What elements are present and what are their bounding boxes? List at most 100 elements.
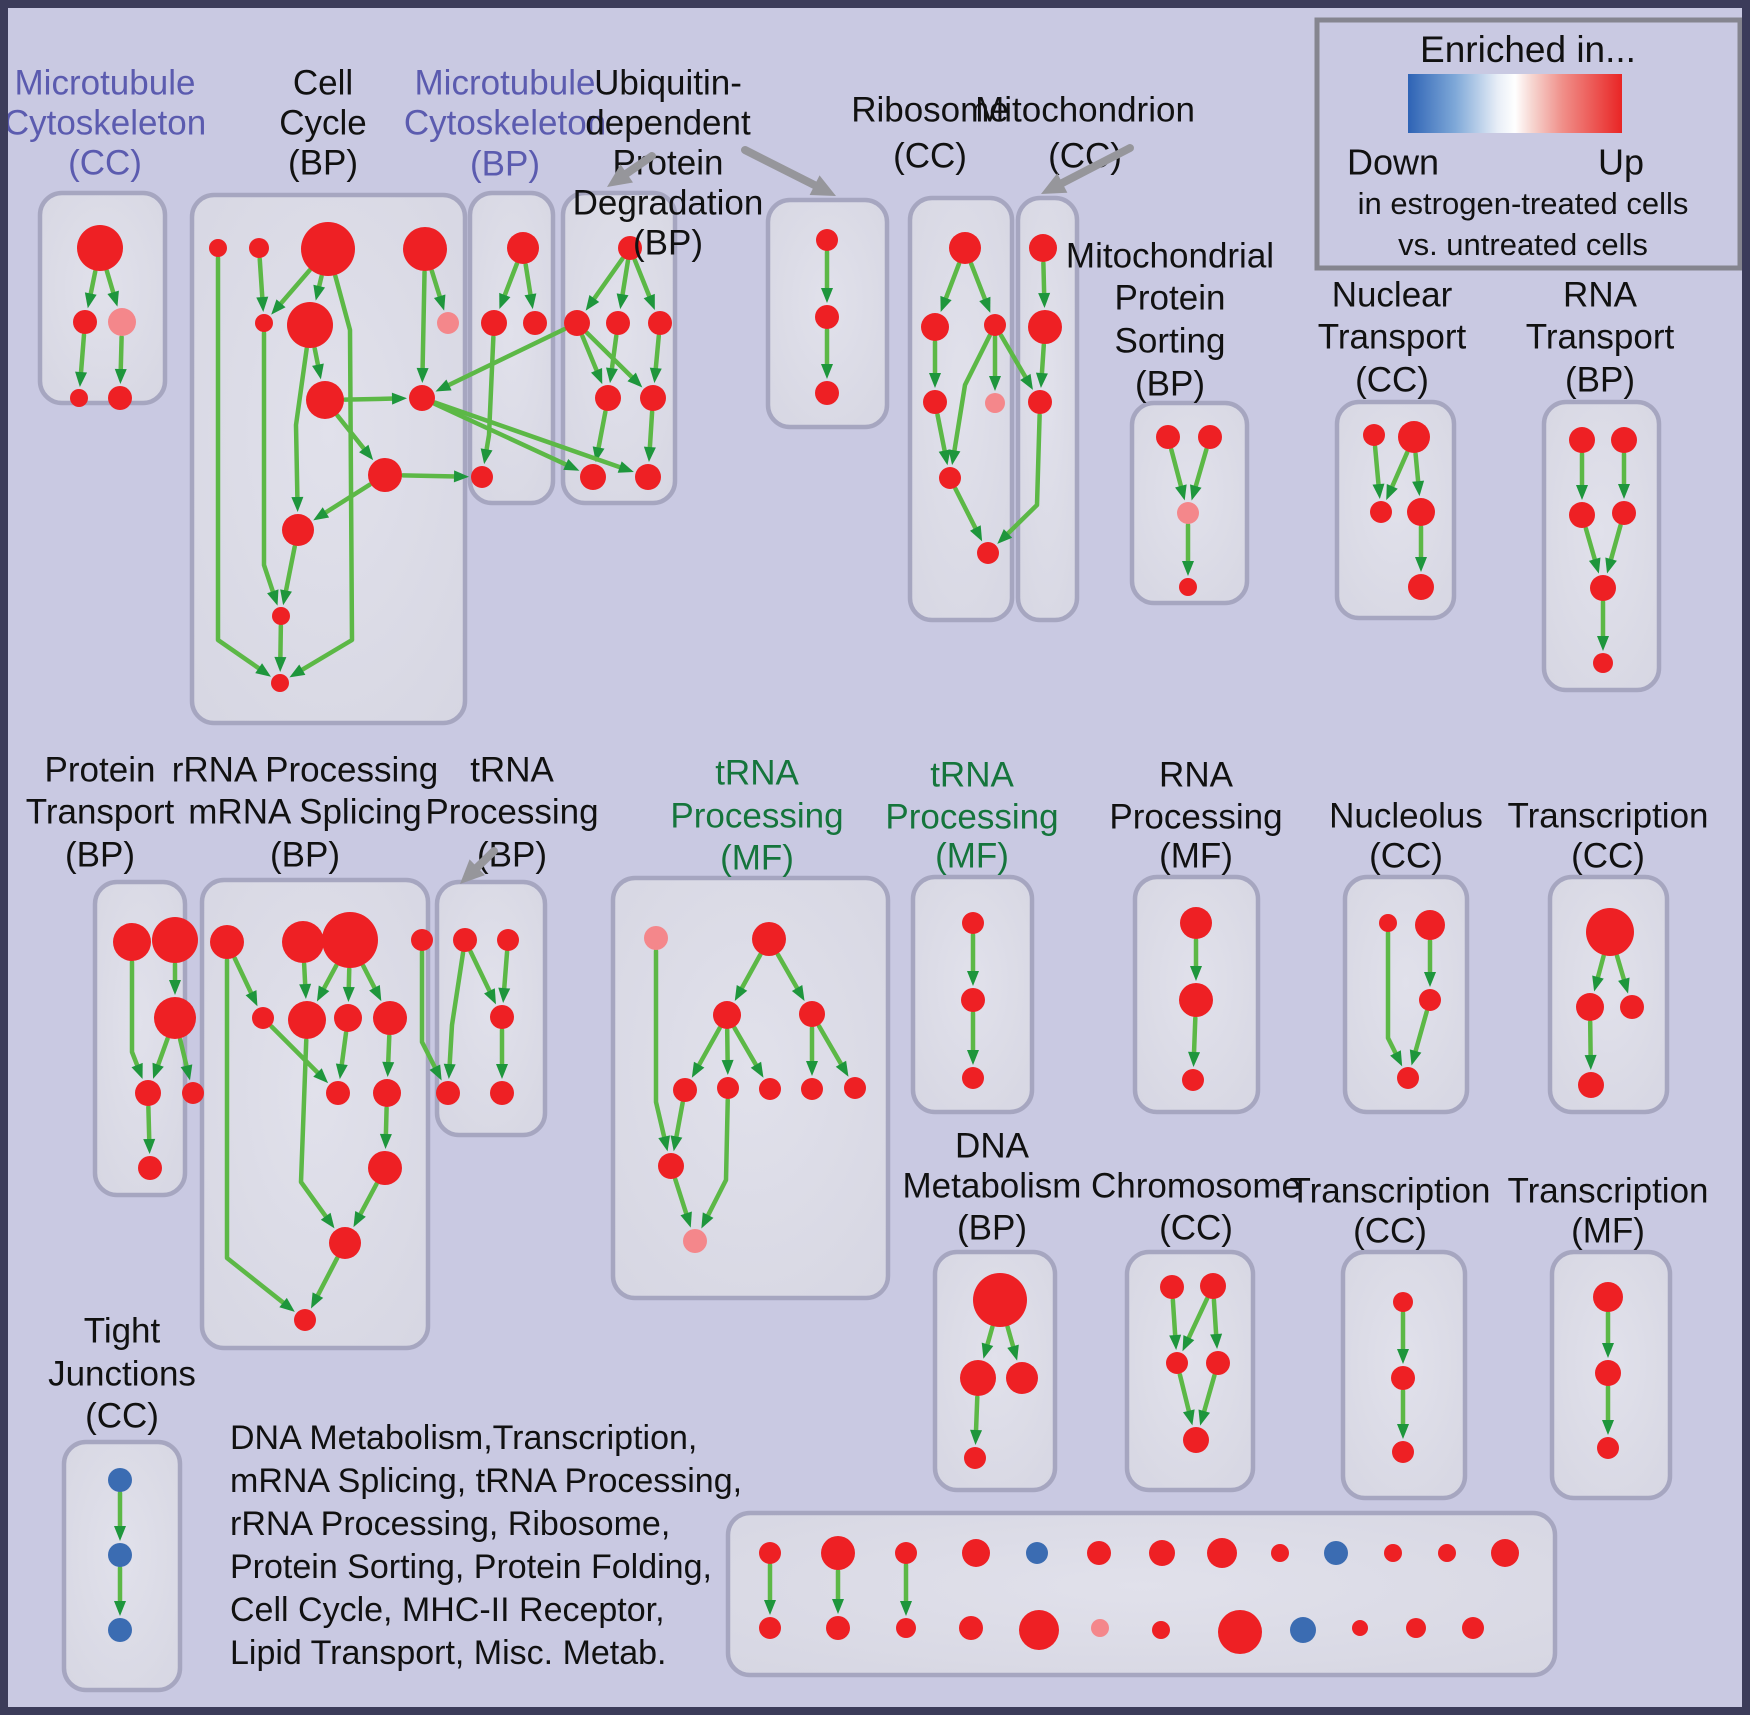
edge-line-nt0-nt2 [1372,444,1381,490]
edge-line-q2-q7 [360,963,379,993]
go-term-node-uc3 [815,381,839,405]
go-term-node-b2 [826,1616,850,1640]
edge-arrowhead-cc10-cc11 [313,507,330,521]
cluster-label-transcription-cc-lower-line2: (CC) [1353,1211,1427,1250]
go-term-node-o13 [1491,1539,1519,1567]
edge-arrowhead-mcA-mcB [84,292,97,309]
cluster-label-ubiquitin-degradation-bp-line5: (BP) [633,223,703,262]
edge-line-r5-r6 [953,486,979,533]
edge-arrowhead-w1-w2 [1424,972,1436,987]
edge-arrowhead-cc12-cc13 [274,656,287,673]
edge-line-p0-p3 [129,959,141,1071]
cluster-label-rrna-processing-mrna-splicing-bp-line3: (BP) [270,835,340,874]
edge-line-q4-q8 [269,1024,322,1077]
edge-arrowhead-cc8-cc9 [391,392,408,405]
go-term-node-nt4 [1408,574,1434,600]
edge-line-cc10-cc11 [321,482,373,517]
edge-arrowhead-t2-t4 [496,1064,508,1079]
edge-line-u1-cc9 [444,326,567,389]
go-term-node-ch2 [1166,1352,1188,1374]
go-term-node-k2 [962,1067,984,1089]
edge-line-u0-u2 [619,258,631,300]
go-term-node-q1 [282,921,324,963]
misc-summary-text-line6: Lipid Transport, Misc. Metab. [230,1634,667,1672]
go-term-node-tj0 [108,1468,132,1492]
go-term-node-b9 [1290,1617,1316,1643]
edge-line-g9-g10 [673,1177,690,1219]
cluster-label-protein-transport-bp-line1: Protein [45,750,156,789]
go-term-node-nt0 [1363,424,1385,446]
go-term-node-q8 [326,1081,350,1105]
edge-line-q7-q9 [385,1033,392,1068]
go-term-node-mcE [108,386,132,410]
go-term-node-o10 [1324,1541,1348,1565]
edge-arrowhead-rt4-rt5 [1597,636,1609,651]
cluster-box-dna-metabolism-bp [932,1249,1058,1493]
edge-arrowhead-mb1-mb2 [499,292,511,310]
edge-line-cc1-cc13 [215,255,264,673]
go-term-node-u5 [640,385,666,411]
go-term-node-u3 [648,311,672,335]
edge-arrowhead-v0-v1 [1190,966,1202,981]
go-term-node-ch3 [1206,1351,1230,1375]
go-term-node-mb1 [507,232,539,264]
edge-line-r2-m1 [998,333,1030,382]
edge-arrowhead-g2-g6 [750,1061,764,1078]
edge-line-d0-d2 [1005,1324,1017,1352]
edge-arrowhead-r1-r3 [929,373,941,388]
go-term-node-rt5 [1593,653,1613,673]
edge-arrowhead-x0-x2 [1618,977,1630,994]
go-term-node-uc1 [816,229,838,251]
edge-arrowhead-g3-g8 [835,1060,849,1077]
go-term-node-v1 [1179,983,1213,1017]
edge-arrowhead-mt1-m1 [1035,372,1048,389]
edge-line-cc8-cc10 [335,413,368,454]
edge-arrowhead-u0-u3 [643,293,655,311]
cluster-label-rna-transport-bp-line3: (BP) [1565,360,1635,399]
go-term-node-s0 [1156,425,1180,449]
edge-arrowhead-u2-u4 [606,367,618,384]
go-term-node-o12 [1438,1544,1456,1562]
edge-line-cc5-cc12 [261,330,276,597]
edge-arrowhead-u0-u2 [616,293,629,310]
legend-down-label: Down [1347,142,1439,183]
go-term-node-rt3 [1612,501,1636,525]
go-term-node-q4 [252,1007,274,1029]
edge-arrowhead-g1-g3 [791,984,805,1001]
go-term-node-o1 [759,1542,781,1564]
go-term-node-mcD [70,389,88,407]
go-term-node-w2 [1419,989,1441,1011]
edge-line-cc3-cc13 [297,273,355,674]
edge-arrowhead-p3-p5 [143,1138,156,1155]
edge-arrowhead-cc4-cc9 [416,367,429,384]
edge-line-r0-r2 [968,261,989,304]
cluster-label-tight-junctions-cc-line1: Tight [84,1311,161,1350]
go-term-node-s2 [1177,502,1199,524]
go-term-node-k0 [962,912,984,934]
cluster-label-transcription-cc-upper-line1: Transcription [1508,796,1709,835]
edge-arrowhead-x1-x3 [1584,1054,1597,1071]
cluster-label-nucleolus-cc-line1: Nucleolus [1329,796,1483,835]
go-term-node-o9 [1271,1544,1289,1562]
cluster-label-ubiquitin-degradation-bp-line1: Ubiquitin- [594,63,742,102]
ubiquitin-right-arrow-head [809,175,836,196]
edge-arrowhead-w0-w3 [1390,1050,1403,1067]
go-term-node-rt4 [1590,575,1616,601]
edge-arrowhead-x0-x1 [1592,975,1604,992]
go-term-node-p1 [152,917,198,963]
edge-arrowhead-q11-q12 [310,1292,324,1309]
edge-line-q6-q8 [339,1030,349,1070]
edge-arrowhead-q1-q5 [299,983,312,1000]
cluster-label-tight-junctions-cc-line3: (CC) [85,1396,159,1435]
edge-line-g3-g8 [816,1023,845,1069]
edge-arrowhead-t1-t2 [498,987,511,1004]
edge-line-d1-d3 [973,1394,980,1436]
cluster-label-microtubule-cytoskeleton-cc-line1: Microtubule [15,63,196,102]
go-term-node-cc3 [301,222,355,276]
go-term-node-m1 [1028,390,1052,414]
edge-arrowhead-q2-q5 [316,985,330,1002]
edge-line-mcB-mcD [78,332,87,378]
go-term-node-b3 [896,1618,916,1638]
go-term-node-z0 [1593,1282,1623,1312]
